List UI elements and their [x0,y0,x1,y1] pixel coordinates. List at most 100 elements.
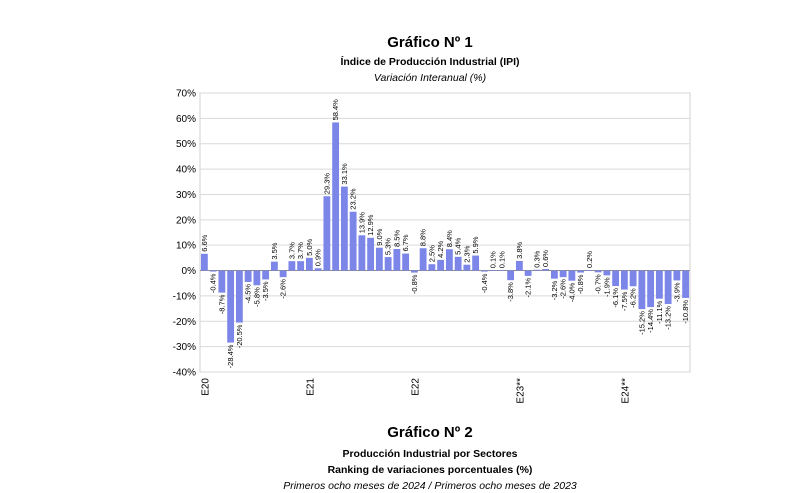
bar [200,253,208,271]
y-tick-label: -20% [173,317,196,328]
bar [288,261,296,271]
bar [498,270,506,271]
data-label: 4.2% [436,240,445,257]
bar [384,257,392,271]
data-label: -8.7% [217,294,226,314]
x-tick-label: E24** [620,378,631,404]
data-label: -14.4% [646,309,655,333]
data-label: -0.8% [410,274,419,294]
bar [664,270,672,305]
data-label: -5.8% [252,287,261,307]
x-tick-label: E21 [305,378,316,396]
bar [262,270,270,280]
bar [428,264,436,271]
bar [244,270,252,282]
bar [655,270,663,299]
bar [419,248,427,271]
bar [253,270,261,286]
bar [550,270,558,279]
chart1-subtitle: Índice de Producción Industrial (IPI) [340,56,520,68]
data-label: 6.6% [200,234,209,251]
bar [612,270,620,287]
y-tick-label: -40% [173,368,196,379]
chart2-subtitle-ranking: Ranking de variaciones porcentuales (%) [327,464,533,476]
data-label: -2.1% [524,278,533,298]
data-label: -7.5% [620,291,629,311]
data-label: -3.5% [261,281,270,301]
chart1-subtitle-units: Variación Interanual (%) [373,72,487,84]
chart2-subtitle-period: Primeros ocho meses de 2024 / Primeros o… [283,480,577,492]
data-label: -13.2% [664,306,673,330]
bar [568,270,576,281]
data-label: 9.0% [375,228,384,245]
bar [524,270,532,276]
y-tick-label: 70% [176,89,196,100]
bar [603,270,611,276]
data-label: 29.3% [322,173,331,195]
data-label: -0.4% [209,273,218,293]
y-tick-label: 50% [176,139,196,150]
bar [559,270,567,278]
bar [218,270,226,293]
x-tick-label: E22 [410,378,421,396]
y-tick-label: -30% [173,342,196,353]
data-label: -3.9% [672,282,681,302]
bar [577,270,585,273]
data-label: -0.4% [480,273,489,293]
data-label: 8.8% [419,229,428,246]
bar [454,256,462,271]
bar [305,257,313,271]
y-tick-label: 60% [176,114,196,125]
bar [270,261,278,271]
data-label: 12.9% [366,214,375,236]
data-label: 13.9% [357,212,366,234]
bar [682,270,690,298]
data-label: -20.5% [235,324,244,348]
bar [437,259,445,271]
y-tick-label: 30% [176,190,196,201]
bar [227,270,235,343]
data-label: -15.2% [637,311,646,335]
bar [489,270,497,271]
data-label: 2.5% [427,245,436,262]
data-label: 5.9% [471,236,480,253]
bar [367,237,375,271]
data-label: 3.7% [287,242,296,259]
data-label: 23.2% [349,188,358,210]
y-tick-label: 40% [176,165,196,176]
bar [472,255,480,271]
y-tick-label: -10% [173,291,196,302]
bar [209,270,217,272]
bar [673,270,681,281]
data-label: -0.8% [576,274,585,294]
data-label: 3.5% [270,242,279,259]
data-label: 58.4% [331,99,340,121]
bar [638,270,646,310]
bar [585,270,593,271]
chart2-title: Gráfico Nº 2 [387,424,473,441]
bar [402,253,410,271]
data-label: -3.2% [550,280,559,300]
data-label: -1.9% [602,277,611,297]
data-label: 5.0% [305,238,314,255]
data-label: 5.3% [384,238,393,255]
bar [533,269,541,271]
data-label: 6.7% [401,234,410,251]
data-label: 0.9% [314,249,323,266]
data-label: -3.8% [506,282,515,302]
bar [340,186,348,271]
y-tick-label: 0% [182,266,197,277]
data-label: -11.1% [655,300,664,324]
bar [629,270,637,287]
bar [332,122,340,271]
bar [349,211,357,271]
bar [480,270,488,272]
bar [620,270,628,290]
data-label: 8.4% [445,230,454,247]
data-label: 0.3% [532,250,541,267]
bar [297,261,305,271]
data-label: 0.6% [541,250,550,267]
bar [594,270,602,273]
bar [314,268,322,271]
data-label: -10.8% [681,300,690,324]
